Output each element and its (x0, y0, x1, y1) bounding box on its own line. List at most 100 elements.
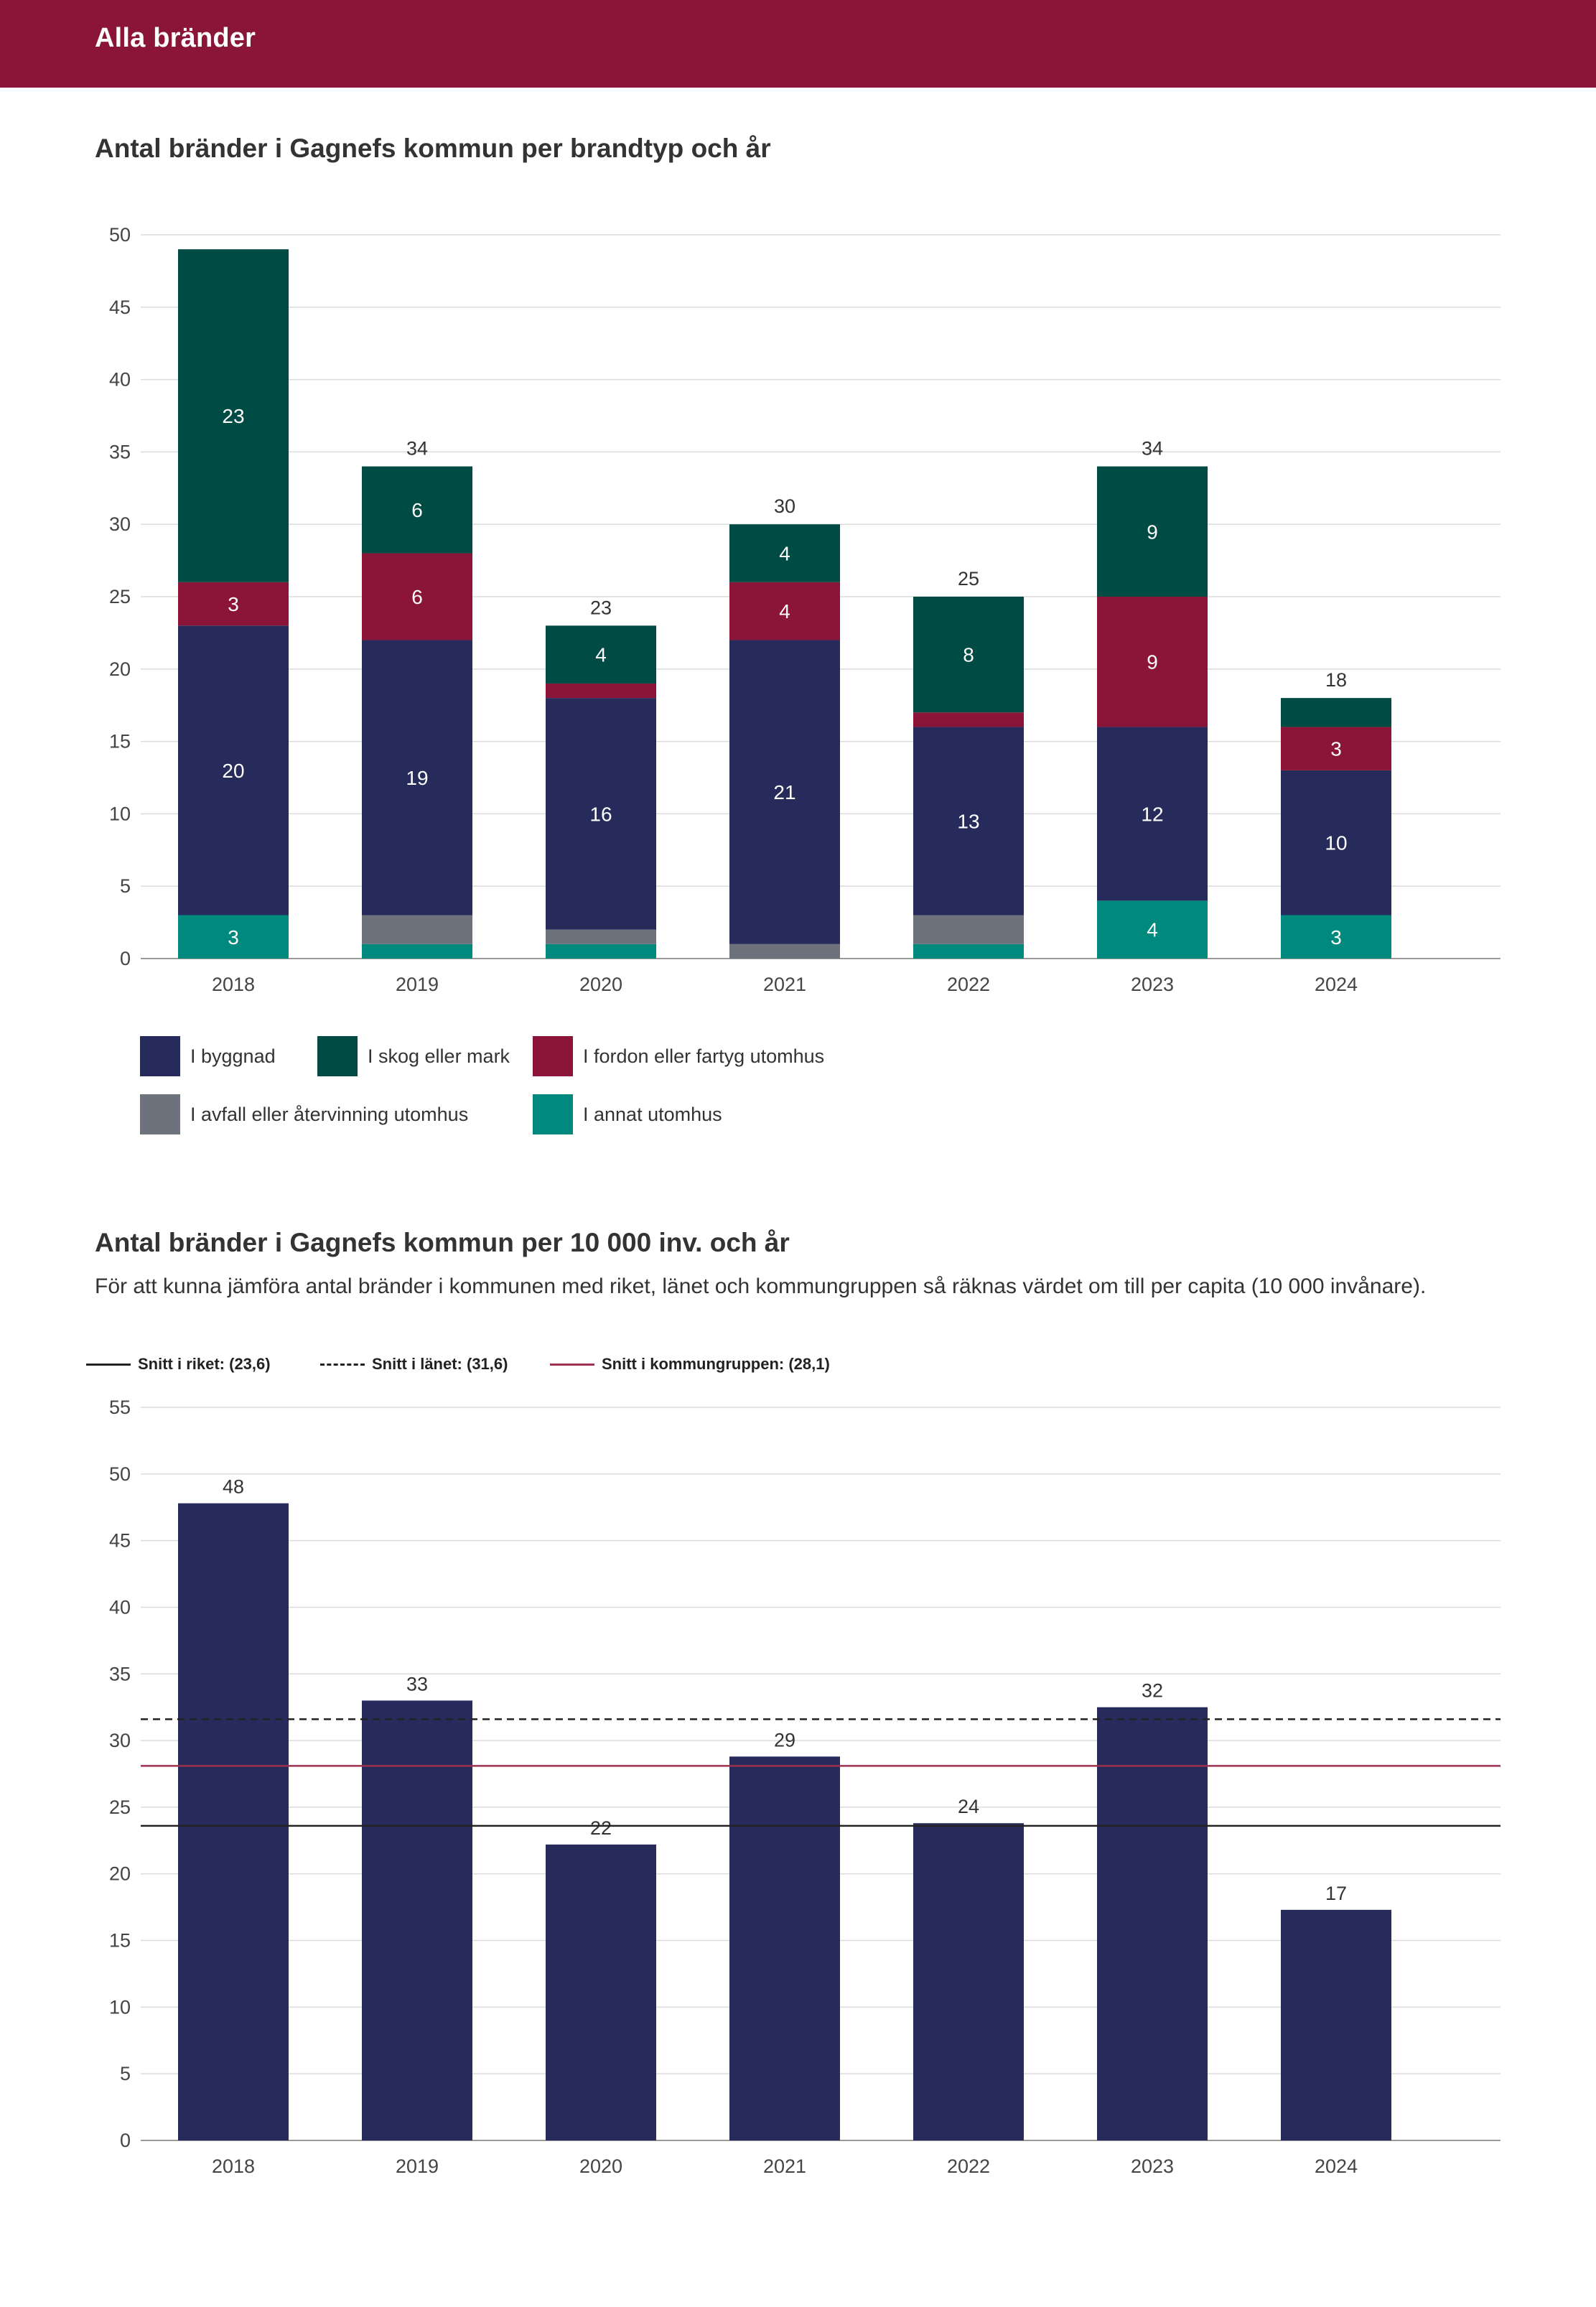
segment-label: 9 (1147, 651, 1158, 674)
reference-line-sample-lanet (320, 1363, 365, 1366)
x-tick-label: 2021 (763, 974, 806, 995)
y-tick-label: 40 (109, 369, 131, 391)
chart2-title: Antal bränder i Gagnefs kommun per 10 00… (95, 1228, 790, 1257)
legend-swatch-fordon (533, 1036, 573, 1076)
bar-segment-byggnad (913, 727, 1024, 915)
bar-value-label: 29 (774, 1729, 795, 1751)
segment-label: 10 (1325, 832, 1347, 854)
y-tick-label: 25 (109, 586, 131, 607)
bar (1097, 1707, 1208, 2140)
x-tick-label: 2018 (212, 2155, 255, 2177)
total-label: 25 (958, 568, 979, 589)
bar-segment-fordon (913, 712, 1024, 727)
segment-label: 4 (779, 600, 790, 623)
total-label: 30 (774, 495, 795, 517)
reference-legend-riket: Snitt i riket: (23,6) (86, 1350, 271, 1379)
y-tick-label: 5 (120, 2063, 131, 2084)
bar (913, 1823, 1024, 2140)
segment-label: 16 (589, 803, 612, 825)
y-tick-label: 45 (109, 297, 131, 318)
x-tick-label: 2020 (579, 2155, 622, 2177)
bar-segment-fordon (178, 582, 289, 626)
chart2-description: För att kunna jämföra antal bränder i ko… (95, 1274, 1427, 1298)
y-tick-label: 45 (109, 1530, 131, 1552)
bar-segment-fordon (546, 683, 656, 699)
y-tick-label: 40 (109, 1596, 131, 1618)
bar-segment-annat (913, 943, 1024, 959)
segment-label: 6 (411, 499, 423, 521)
reference-label-lanet: Snitt i länet: (31,6) (372, 1355, 508, 1373)
legend-item-skog: I skog eller mark (317, 1036, 510, 1076)
segment-label: 3 (228, 593, 239, 615)
x-tick-label: 2024 (1315, 974, 1358, 995)
chart1-title: Antal bränder i Gagnefs kommun per brand… (95, 134, 771, 163)
x-tick-label: 2022 (947, 974, 990, 995)
bar (546, 1844, 656, 2140)
x-tick-label: 2019 (396, 2155, 439, 2177)
segment-label: 9 (1147, 521, 1158, 543)
legend-swatch-avfall (140, 1094, 180, 1134)
total-label: 23 (590, 597, 612, 618)
x-tick-label: 2021 (763, 2155, 806, 2177)
bar-segment-skog (729, 524, 840, 582)
segment-label: 3 (1330, 926, 1342, 949)
reference-legend-kommungruppen: Snitt i kommungruppen: (28,1) (550, 1350, 830, 1379)
segment-label: 4 (779, 543, 790, 565)
legend-item-byggnad: I byggnad (140, 1036, 276, 1076)
bar-value-label: 24 (958, 1796, 979, 1817)
y-tick-label: 30 (109, 1730, 131, 1751)
bar (362, 1700, 472, 2140)
bar-segment-avfall (729, 943, 840, 959)
legend-swatch-skog (317, 1036, 358, 1076)
y-tick-label: 55 (109, 1397, 131, 1418)
bar-segment-avfall (546, 929, 656, 944)
bar-segment-skog (913, 597, 1024, 713)
segment-label: 6 (411, 586, 423, 608)
bar (178, 1503, 289, 2140)
y-tick-label: 20 (109, 658, 131, 680)
y-tick-label: 15 (109, 1930, 131, 1952)
y-tick-label: 0 (120, 948, 131, 969)
segment-label: 3 (228, 926, 239, 949)
bar-segment-skog (546, 625, 656, 684)
bar-segment-avfall (362, 915, 472, 944)
legend-label-annat: I annat utomhus (583, 1103, 722, 1125)
bar-segment-annat (1097, 900, 1208, 959)
bar-value-label: 17 (1325, 1883, 1347, 1904)
bar-value-label: 22 (590, 1817, 612, 1839)
y-tick-label: 20 (109, 1863, 131, 1885)
bar-segment-annat (1281, 915, 1391, 959)
chart1-legend: I byggnad I skog eller mark I fordon ell… (140, 1036, 1145, 1137)
segment-label: 23 (222, 405, 244, 427)
reference-label-kommungruppen: Snitt i kommungruppen: (28,1) (602, 1355, 830, 1373)
chart2-bar-chart: 0 5 10 15 20 25 30 35 40 45 50 55 2018 2019 2020 2021 20… (109, 1397, 1501, 2177)
y-tick-label: 0 (120, 2130, 131, 2151)
segment-label: 21 (773, 781, 795, 803)
y-tick-label: 50 (109, 1463, 131, 1485)
legend-item-fordon: I fordon eller fartyg utomhus (533, 1036, 824, 1076)
bar-segment-annat (546, 943, 656, 959)
legend-swatch-byggnad (140, 1036, 180, 1076)
segment-label: 12 (1141, 803, 1163, 825)
bar-segment-fordon (729, 582, 840, 640)
y-tick-label: 5 (120, 875, 131, 897)
y-tick-label: 35 (109, 1663, 131, 1684)
x-tick-label: 2019 (396, 974, 439, 995)
bar-segment-fordon (362, 553, 472, 640)
reference-line-sample-riket (86, 1363, 131, 1366)
reference-label-riket: Snitt i riket: (23,6) (138, 1355, 271, 1373)
y-tick-label: 15 (109, 731, 131, 752)
y-tick-label: 10 (109, 1996, 131, 2018)
bar-segment-skog (1281, 698, 1391, 727)
bar-value-label: 32 (1142, 1680, 1163, 1702)
segment-label: 4 (1147, 919, 1158, 941)
x-tick-label: 2023 (1131, 2155, 1174, 2177)
bar-value-label: 48 (223, 1476, 244, 1498)
x-tick-label: 2022 (947, 2155, 990, 2177)
segment-label: 20 (222, 760, 244, 782)
bar-segment-byggnad (362, 640, 472, 915)
total-label: 34 (1142, 438, 1163, 460)
total-label: 34 (406, 438, 428, 460)
bar (1281, 1909, 1391, 2140)
bar-segment-byggnad (178, 625, 289, 915)
